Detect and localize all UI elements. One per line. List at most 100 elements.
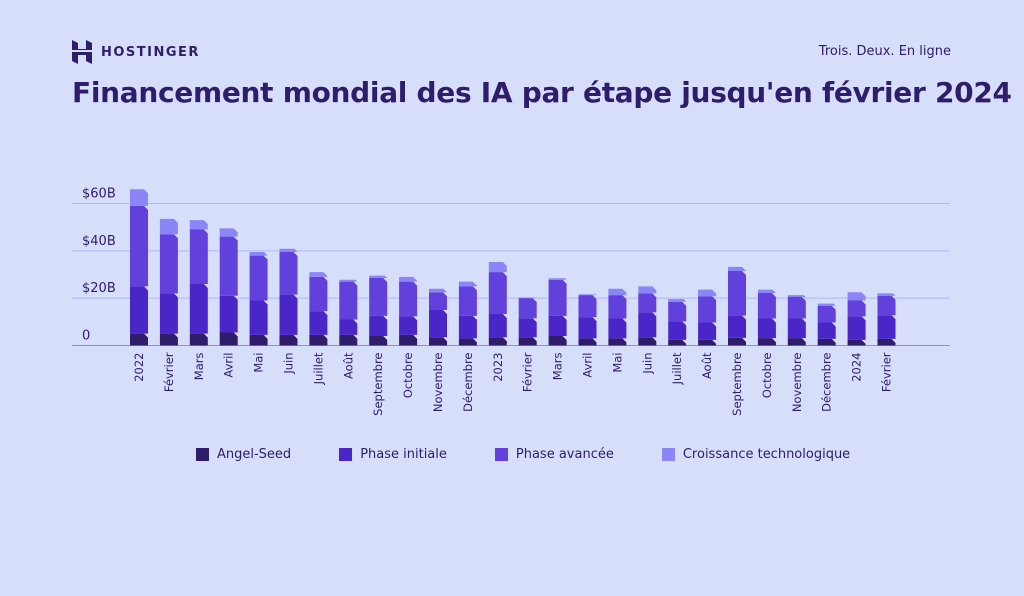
bar-segment-angel-seed [877, 338, 896, 346]
bar-segment-angel-seed [458, 338, 477, 346]
bar-segment-phase-avanc-e [279, 252, 298, 295]
x-tick-label: Mai [610, 353, 624, 373]
bar-segment-croissance-technologique [518, 297, 537, 299]
bar-segment-phase-initiale [488, 314, 507, 338]
x-tick-label: Février [880, 352, 894, 392]
bar-segment-phase-initiale [309, 311, 328, 335]
bar-segment-phase-initiale [130, 286, 148, 334]
bar-segment-phase-initiale [518, 318, 537, 338]
bar-segment-angel-seed [399, 334, 418, 346]
y-tick-label: $60B [82, 187, 116, 202]
x-tick-label: Juin [282, 353, 296, 375]
x-tick-label: Octobre [760, 353, 774, 399]
legend-swatch [196, 448, 209, 461]
x-tick-label: Novembre [431, 353, 445, 413]
x-tick-label: 2022 [132, 353, 146, 382]
bar-segment-croissance-technologique [877, 293, 896, 296]
legend-label: Angel-Seed [217, 447, 292, 462]
bar-segment-phase-avanc-e [548, 279, 567, 316]
bar-segment-phase-avanc-e [189, 229, 208, 284]
bar-segment-phase-avanc-e [877, 295, 896, 316]
bar-segment-angel-seed [817, 338, 836, 346]
x-tick-label: Août [700, 352, 714, 379]
x-tick-label: Mai [252, 353, 266, 373]
bar-segment-phase-initiale [757, 318, 776, 339]
bar-segment-phase-initiale [728, 315, 746, 338]
bar-segment-angel-seed [668, 339, 687, 346]
bar-segment-phase-initiale [249, 300, 268, 335]
legend-item-phase-avancee: Phase avancée [494, 447, 614, 462]
bar-segment-phase-avanc-e [698, 296, 717, 323]
bar-segment-angel-seed [578, 338, 597, 346]
bar-segment-angel-seed [309, 334, 328, 346]
x-tick-label: Novembre [790, 353, 804, 413]
legend: Angel-Seed Phase initiale Phase avancée … [196, 447, 898, 462]
bar-segment-phase-avanc-e [578, 295, 597, 318]
bar-segment-phase-initiale [429, 310, 447, 338]
bar-segment-croissance-technologique [548, 278, 567, 280]
legend-swatch [339, 448, 353, 461]
bar-segment-croissance-technologique [757, 289, 776, 293]
bar-segment-croissance-technologique [698, 289, 717, 297]
bar-segment-phase-avanc-e [668, 301, 687, 322]
bar-segment-phase-avanc-e [399, 281, 418, 317]
legend-item-croissance: Croissance technologique [661, 447, 851, 462]
bar-segment-phase-initiale [817, 322, 836, 339]
bar-segment-angel-seed [189, 333, 208, 346]
bar-segment-phase-initiale [548, 315, 567, 337]
x-tick-label: Juin [640, 353, 654, 375]
bar-segment-phase-initiale [847, 316, 866, 340]
x-tick-label: Février [521, 352, 535, 392]
tagline: Trois. Deux. En ligne [818, 44, 951, 59]
bar-segment-croissance-technologique [219, 228, 238, 237]
x-tick-label: Décembre [461, 353, 475, 412]
bar-segment-phase-avanc-e [638, 293, 657, 313]
bar-segment-angel-seed [249, 334, 268, 346]
x-tick-label: Septembre [730, 353, 744, 416]
legend-swatch [661, 448, 675, 461]
x-tick-label: 2024 [850, 353, 864, 382]
bar-segment-croissance-technologique [369, 275, 388, 279]
bar-segment-phase-initiale [369, 315, 388, 337]
legend-item-phase-initiale: Phase initiale [339, 447, 447, 462]
bar-segment-phase-avanc-e [130, 205, 148, 287]
bar-segment-angel-seed [339, 334, 358, 346]
legend-label: Phase avancée [515, 447, 614, 462]
bar-segment-phase-avanc-e [159, 234, 178, 294]
y-tick-label: $40B [82, 234, 116, 249]
bar-segment-croissance-technologique [488, 261, 507, 273]
bar-segment-croissance-technologique [578, 294, 597, 296]
bar-segment-phase-avanc-e [458, 286, 477, 316]
bar-segment-croissance-technologique [159, 218, 178, 235]
x-tick-label: Août [341, 352, 355, 379]
chart-title: Financement mondial des IA par étape jus… [72, 76, 1012, 109]
y-tick-label: 0 [82, 329, 90, 344]
bar-segment-phase-avanc-e [488, 272, 507, 315]
bar-segment-croissance-technologique [608, 288, 627, 296]
x-tick-label: Février [162, 352, 176, 392]
bar-segment-phase-initiale [668, 321, 687, 340]
bar-segment-angel-seed [488, 337, 507, 346]
bar-segment-phase-avanc-e [608, 295, 627, 319]
bar-segment-croissance-technologique [130, 189, 148, 206]
legend-label: Croissance technologique [682, 447, 851, 462]
bar-segment-phase-initiale [219, 295, 238, 333]
bar-segment-angel-seed [847, 339, 866, 346]
bar-segment-angel-seed [608, 338, 627, 346]
bar-segment-croissance-technologique [339, 279, 358, 282]
bar-segment-phase-initiale [458, 315, 477, 339]
bar-segment-croissance-technologique [847, 292, 866, 301]
bar-segment-phase-avanc-e [787, 296, 806, 319]
bar-segment-phase-avanc-e [369, 278, 388, 316]
x-tick-label: Octobre [401, 353, 415, 399]
bar-segment-phase-initiale [339, 319, 358, 335]
bar-segment-phase-initiale [578, 317, 597, 339]
bar-segment-angel-seed [728, 337, 746, 346]
bar-segment-croissance-technologique [787, 295, 806, 297]
legend-item-angel-seed: Angel-Seed [196, 447, 291, 462]
bar-segment-angel-seed [638, 337, 657, 346]
bar-segment-angel-seed [219, 332, 238, 346]
bar-segment-angel-seed [548, 336, 567, 346]
bar-segment-croissance-technologique [638, 286, 657, 294]
